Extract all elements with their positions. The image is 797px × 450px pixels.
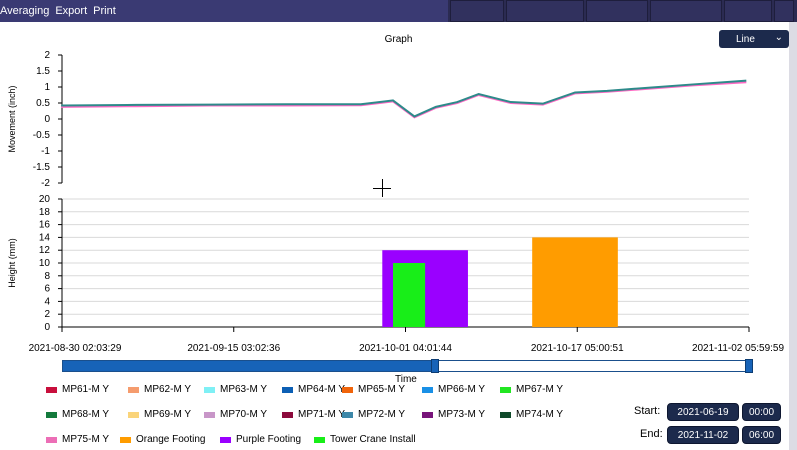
legend-label: MP72-M Y [358, 409, 406, 420]
time-range-slider[interactable] [62, 359, 753, 373]
legend-item[interactable]: MP62-M Y [128, 384, 191, 395]
legend-label: MP69-M Y [144, 409, 192, 420]
end-label: End: [640, 428, 663, 440]
legend-label: MP68-M Y [62, 409, 110, 420]
crosshair-cursor-icon [382, 179, 383, 197]
menu-print[interactable]: Print [93, 5, 116, 17]
legend-swatch [422, 386, 433, 393]
legend-swatch [342, 411, 353, 418]
x-axis-label-time: Time [395, 374, 417, 385]
menu-export[interactable]: Export [55, 5, 88, 17]
legend-item[interactable]: MP73-M Y [422, 409, 485, 420]
legend-swatch [500, 411, 511, 418]
legend-label: MP65-M Y [358, 384, 406, 395]
legend-label: MP63-M Y [220, 384, 268, 395]
legend-item[interactable]: MP65-M Y [342, 384, 405, 395]
legend-item[interactable]: Tower Crane Install [314, 434, 416, 445]
legend-swatch [282, 386, 293, 393]
scrollbar-track[interactable] [789, 22, 797, 450]
legend-item[interactable]: MP66-M Y [422, 384, 485, 395]
legend-label: MP67-M Y [516, 384, 564, 395]
background-cell [586, 0, 648, 22]
background-cell [506, 0, 584, 22]
slider-handle-end[interactable] [745, 359, 753, 373]
slider-handle-start[interactable] [430, 359, 439, 373]
top-menu-bar: Averaging Export Print [0, 0, 797, 22]
legend-swatch [46, 386, 57, 393]
legend-item[interactable]: MP70-M Y [204, 409, 267, 420]
legend-item[interactable]: MP69-M Y [128, 409, 191, 420]
legend-swatch [282, 411, 293, 418]
legend-item[interactable]: MP68-M Y [46, 409, 109, 420]
start-date-field[interactable]: 2021-06-19 [667, 403, 739, 421]
legend-swatch [220, 436, 231, 443]
legend-item[interactable]: MP61-M Y [46, 384, 109, 395]
legend-label: MP66-M Y [438, 384, 486, 395]
legend-swatch [128, 386, 139, 393]
chart-type-select[interactable]: Line ⌄ [719, 30, 789, 48]
legend-label: MP70-M Y [220, 409, 268, 420]
legend-label: MP62-M Y [144, 384, 192, 395]
legend-label: MP71-M Y [298, 409, 346, 420]
chevron-down-icon: ⌄ [774, 32, 783, 43]
slider-fill [63, 361, 434, 371]
background-cell [650, 0, 722, 22]
menu: Averaging Export Print [0, 0, 116, 22]
legend-label: MP74-M Y [516, 409, 564, 420]
chart-type-value: Line [736, 33, 755, 45]
menu-averaging[interactable]: Averaging [0, 5, 50, 17]
legend-item[interactable]: MP63-M Y [204, 384, 267, 395]
legend-swatch [500, 386, 511, 393]
legend-swatch [342, 386, 353, 393]
legend-item[interactable]: MP67-M Y [500, 384, 563, 395]
legend-swatch [46, 436, 57, 443]
legend-swatch [314, 436, 325, 443]
background-window [448, 0, 797, 22]
legend-swatch [120, 436, 131, 443]
legend-label: Tower Crane Install [330, 434, 416, 445]
legend-item[interactable]: MP64-M Y [282, 384, 345, 395]
legend-swatch [128, 411, 139, 418]
background-cell [774, 0, 794, 22]
legend-label: MP73-M Y [438, 409, 486, 420]
legend-label: Purple Footing [236, 434, 302, 445]
graph-title: Graph [384, 34, 413, 45]
end-date-field[interactable]: 2021-11-02 [667, 426, 739, 444]
legend-swatch [46, 411, 57, 418]
legend-item[interactable]: MP72-M Y [342, 409, 405, 420]
legend-item[interactable]: Purple Footing [220, 434, 301, 445]
legend-item[interactable]: MP71-M Y [282, 409, 345, 420]
legend-item[interactable]: Orange Footing [120, 434, 206, 445]
start-time-field[interactable]: 00:00 [742, 403, 781, 421]
end-time-field[interactable]: 06:00 [742, 426, 781, 444]
legend-label: MP61-M Y [62, 384, 110, 395]
legend-item[interactable]: MP74-M Y [500, 409, 563, 420]
start-label: Start: [634, 405, 661, 417]
legend-swatch [422, 411, 433, 418]
background-cell [450, 0, 504, 22]
legend-label: MP64-M Y [298, 384, 346, 395]
legend-swatch [204, 411, 215, 418]
legend-label: MP75-M Y [62, 434, 110, 445]
legend-label: Orange Footing [136, 434, 206, 445]
legend-item[interactable]: MP75-M Y [46, 434, 109, 445]
legend-swatch [204, 386, 215, 393]
background-cell [724, 0, 772, 22]
